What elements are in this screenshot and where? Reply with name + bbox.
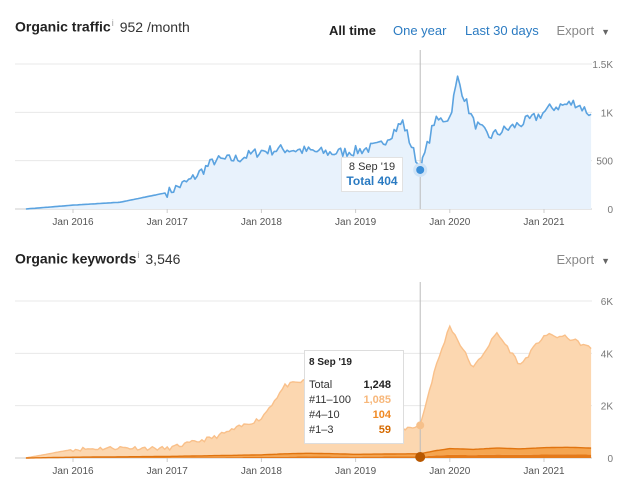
traffic-title-text: Organic traffic: [15, 18, 111, 35]
tooltip-row-1-3: #1–3 59: [309, 424, 391, 438]
tooltip-row-value: 1,248: [363, 379, 391, 391]
chevron-down-icon: ▼: [601, 27, 610, 37]
traffic-header: Organic traffici 952 /month: [0, 18, 626, 42]
x-tick-label: Jan 2020: [429, 466, 471, 477]
info-icon[interactable]: i: [137, 250, 140, 260]
keywords-tooltip: 8 Sep '19 Total 1,248 #11–100 1,085 #4–1…: [304, 350, 404, 444]
series-11-100-line: [25, 324, 592, 459]
y-tick-label: 2K: [601, 402, 614, 413]
tooltip-row-label: #4–10: [309, 409, 340, 421]
hover-point-1-3: [415, 452, 426, 462]
x-tick-label: Jan 2020: [429, 217, 471, 228]
tooltip-row-value: 59: [378, 424, 391, 436]
tooltip-row-total: Total 1,248: [309, 379, 391, 393]
keywords-export-button[interactable]: Export ▼: [557, 252, 611, 267]
series-4-10-area: [25, 447, 592, 458]
keywords-title-text: Organic keywords: [15, 250, 137, 267]
keywords-header: Organic keywordsi 3,546: [0, 250, 626, 274]
x-tick-label: Jan 2019: [335, 217, 377, 228]
y-tick-label: 1.5K: [592, 60, 613, 71]
x-tick-label: Jan 2016: [52, 217, 94, 228]
tooltip-row-value: 104: [372, 409, 391, 421]
tooltip-row-4-10: #4–10 104: [309, 409, 391, 423]
info-icon[interactable]: i: [111, 18, 114, 28]
y-tick-label: 500: [596, 157, 613, 168]
y-tick-label: 0: [607, 454, 613, 465]
x-tick-label: Jan 2018: [241, 466, 283, 477]
traffic-tooltip: 8 Sep '19 Total 404: [341, 157, 403, 192]
traffic-tooltip-total: Total 404: [346, 174, 398, 188]
y-tick-label: 1K: [601, 108, 614, 119]
x-tick-label: Jan 2019: [335, 466, 377, 477]
traffic-chart[interactable]: Jan 2016 Jan 2017 Jan 2018 Jan 2019 Jan 2020…: [0, 50, 626, 230]
hover-point: [416, 165, 425, 174]
keywords-tooltip-date: 8 Sep '19: [309, 357, 352, 368]
tooltip-row-11-100: #11–100 1,085: [309, 394, 391, 408]
series-1-3-area: [25, 454, 592, 458]
tooltip-row-label: Total: [309, 379, 333, 391]
traffic-title: Organic traffici 952 /month: [15, 18, 190, 35]
tooltip-row-label: #1–3: [309, 424, 334, 436]
range-one-year[interactable]: One year: [393, 23, 447, 38]
tooltip-row-label: #11–100: [309, 394, 352, 406]
traffic-export-label: Export: [556, 23, 595, 38]
y-tick-label: 0: [607, 205, 613, 216]
traffic-area: [25, 76, 592, 209]
x-tick-label: Jan 2018: [241, 217, 283, 228]
range-last-30-days[interactable]: Last 30 days: [465, 23, 539, 38]
tooltip-row-value: 1,085: [363, 394, 391, 406]
series-4-10-line: [25, 446, 592, 459]
traffic-metric: 952 /month: [119, 18, 190, 35]
x-tick-label: Jan 2017: [147, 217, 189, 228]
range-all-time[interactable]: All time: [329, 23, 376, 38]
hover-point-11-100: [416, 421, 425, 430]
traffic-tooltip-date: 8 Sep '19: [348, 161, 396, 173]
keywords-export-label: Export: [556, 252, 595, 267]
x-tick-label: Jan 2017: [147, 466, 189, 477]
x-tick-label: Jan 2021: [523, 466, 565, 477]
keywords-metric: 3,546: [145, 250, 181, 267]
x-tick-label: Jan 2016: [52, 466, 94, 477]
y-tick-label: 4K: [601, 349, 614, 360]
keywords-title: Organic keywordsi 3,546: [15, 250, 180, 267]
chevron-down-icon: ▼: [601, 256, 610, 266]
y-tick-label: 6K: [601, 297, 614, 308]
x-tick-label: Jan 2021: [523, 217, 565, 228]
traffic-export-button[interactable]: Export ▼: [557, 23, 611, 38]
traffic-line: [25, 75, 592, 210]
